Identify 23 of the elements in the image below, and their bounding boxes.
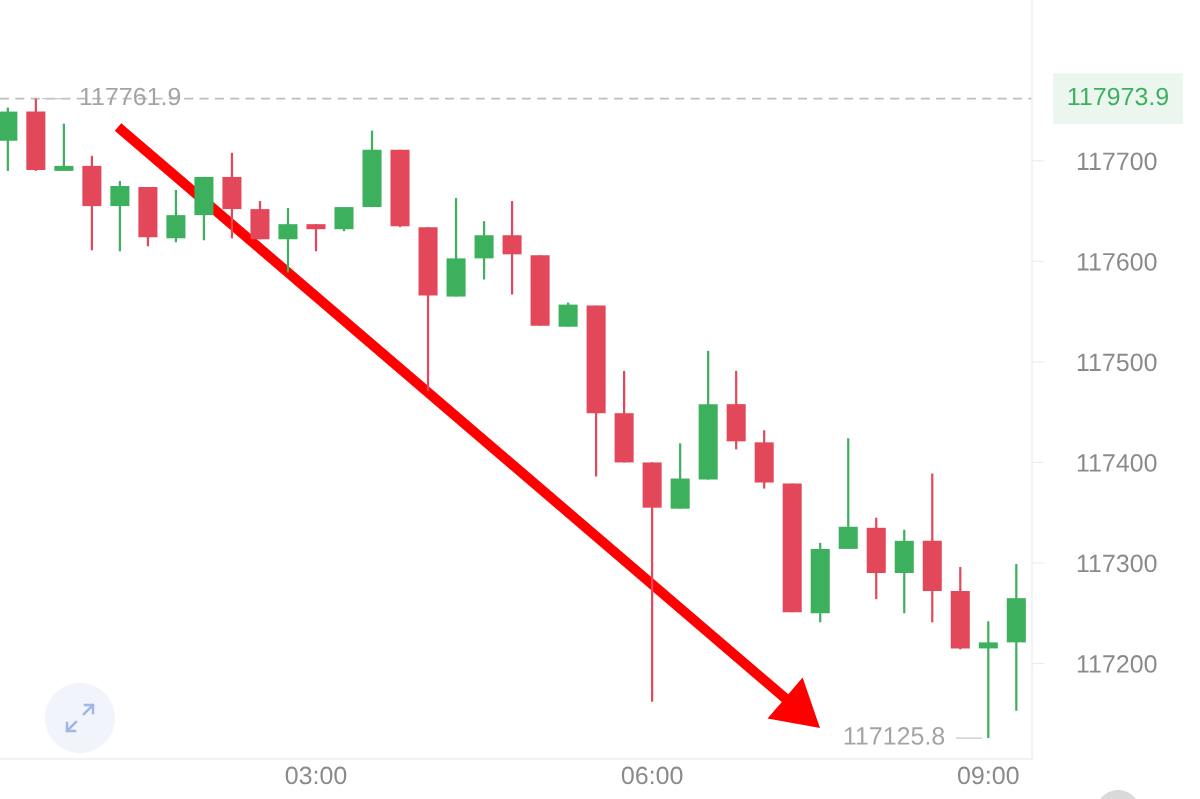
candlestick [558,301,578,328]
y-tick-label: 117200 [1077,655,1157,673]
candlestick [166,188,186,244]
y-tick-label: 117700 [1077,152,1157,171]
candlestick [278,206,298,274]
candlestick [110,179,130,253]
candlestick [306,223,326,253]
candlestick [838,437,858,550]
y-tick-label: 117400 [1077,454,1157,472]
candlestick [334,205,354,233]
x-tick-label: 06:00 [621,766,683,785]
x-tick-label: 09:00 [958,766,1019,785]
candlestick [502,199,522,296]
y-tick-label: 117300 [1077,554,1157,573]
x-tick-label: 03:00 [285,766,347,785]
text: 117973.9 [1068,87,1169,106]
y-tick-label: 117600 [1077,252,1157,271]
annotation: 117125.8 [844,727,945,745]
y-tick-label: 117500 [1077,353,1157,372]
candlestick [978,620,998,740]
candlestick [474,220,494,281]
annotation: 117761.9 [80,87,181,106]
candlestick [54,122,74,173]
